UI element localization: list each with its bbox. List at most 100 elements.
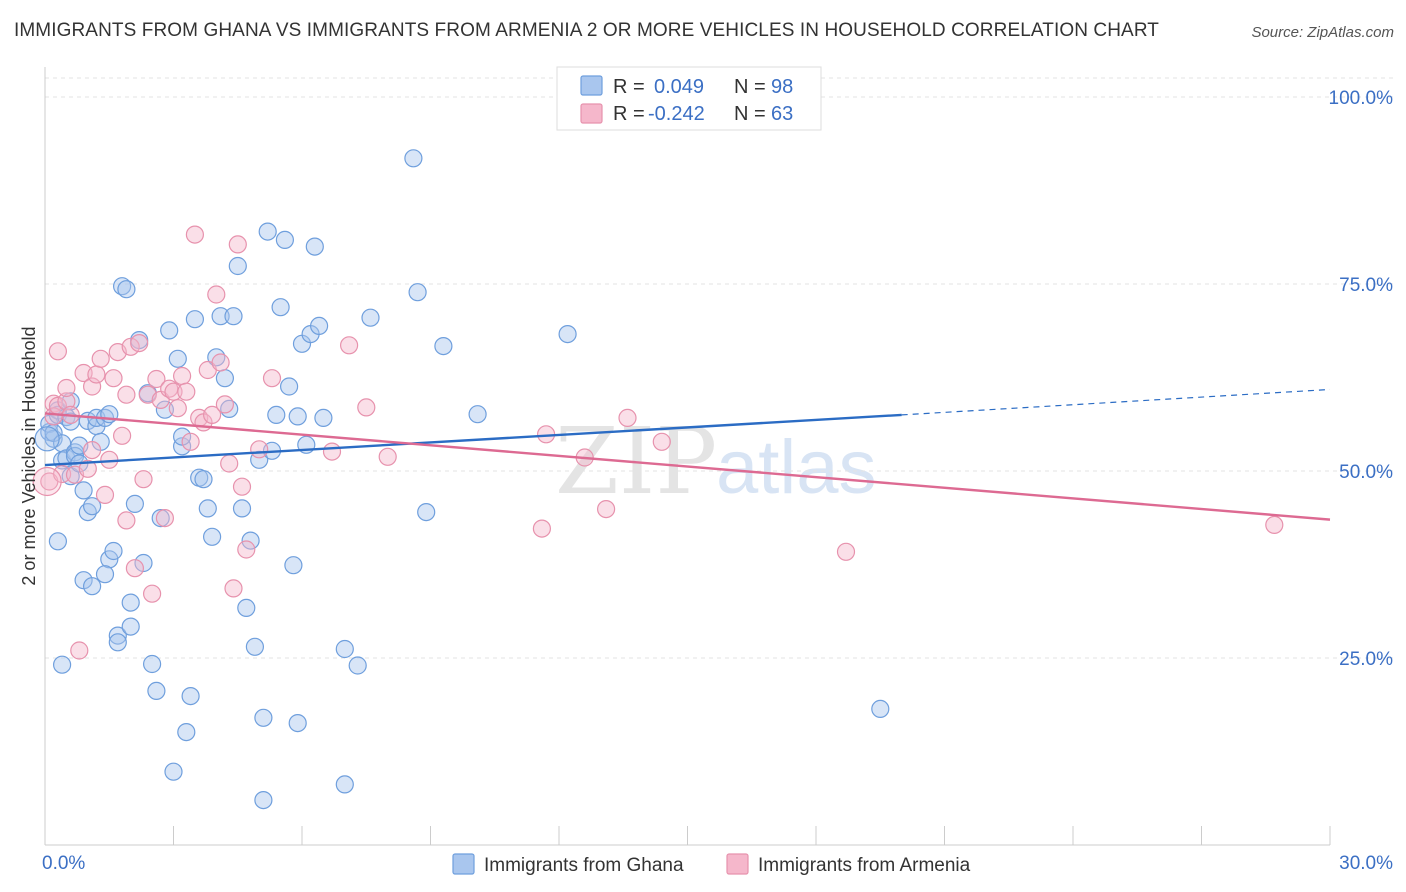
data-point-armenia [32,466,62,497]
data-point-ghana [408,283,427,302]
data-point-ghana [108,633,127,652]
y-tick-label: 75.0% [1339,275,1393,296]
data-point-ghana [82,577,102,596]
data-point-armenia [237,540,256,559]
data-point-armenia [181,432,200,451]
data-point-ghana [147,681,166,701]
data-point-ghana [177,722,196,742]
data-point-ghana [173,437,192,456]
legend-n-label-armenia: N = [734,103,766,125]
data-point-ghana [232,499,252,518]
data-point-ghana [258,222,277,241]
data-point-armenia [340,336,359,355]
data-point-armenia [52,464,72,484]
data-point-ghana [228,256,247,276]
data-point-ghana [104,541,123,561]
data-point-ghana [173,427,192,446]
data-point-ghana [245,637,264,656]
data-point-armenia [1265,515,1284,535]
stats-legend: R = 0.049 N = 98 R = -0.242 N = 63 [556,66,822,131]
data-point-ghana [335,775,354,794]
data-point-armenia [147,369,166,389]
data-point-armenia [155,508,174,528]
data-point-ghana [275,230,294,249]
x-tick-label-end: 30.0% [1339,853,1393,874]
x-tick-label-start: 0.0% [42,853,85,874]
data-point-ghana [185,310,204,329]
data-point-ghana [417,502,436,522]
legend-swatch-armenia [580,103,603,124]
data-point-ghana [348,656,367,675]
data-point-ghana [288,713,307,733]
data-point-armenia [357,398,376,417]
data-point-armenia [250,440,269,459]
legend-n-label-ghana: N = [734,76,766,98]
data-point-armenia [143,584,162,603]
data-point-armenia [185,225,204,244]
data-point-armenia [262,369,282,388]
data-point-ghana [305,237,324,256]
data-point-ghana [224,307,243,326]
data-point-armenia [228,235,247,254]
data-point-armenia [48,342,68,361]
data-point-armenia [82,377,102,396]
watermark-atlas: atlas [716,425,877,510]
data-point-ghana [168,349,187,368]
data-point-ghana [121,593,140,612]
y-tick-label: 25.0% [1339,649,1393,670]
legend-r-label-ghana: R = [613,76,645,98]
data-point-ghana [558,325,577,344]
data-point-armenia [378,447,397,466]
data-point-armenia [322,442,342,461]
y-tick-label: 100.0% [1329,88,1394,109]
data-point-ghana [48,532,68,551]
data-point-armenia [652,432,671,451]
tick-labels: 25.0% 50.0% 75.0% 100.0% 0.0% 30.0% [42,88,1393,874]
data-point-ghana [198,499,217,518]
data-point-ghana [241,531,260,550]
data-point-armenia [618,408,637,427]
chart-title: IMMIGRANTS FROM GHANA VS IMMIGRANTS FROM… [14,20,1160,41]
trend-line-armenia [44,412,1331,521]
data-point-ghana [404,149,423,168]
data-point-armenia [70,641,89,660]
data-point-armenia [220,454,239,473]
data-point-armenia [104,369,123,388]
data-point-ghana [95,565,115,584]
data-point-ghana [134,553,153,573]
data-point-ghana [194,470,213,489]
data-point-ghana [254,790,273,810]
data-point-armenia [173,366,192,386]
data-point-armenia [112,426,132,445]
trend-line-ghana-extension [901,388,1331,416]
data-point-ghana [181,686,200,706]
data-point-ghana [108,626,127,645]
grid-lines [45,77,1393,659]
legend-r-value-armenia: -0.242 [648,103,705,125]
chart-source: Source: ZipAtlas.com [1251,24,1394,41]
trend-lines [44,388,1331,521]
bottom-legend-swatch-ghana [452,853,475,875]
bottom-legend-swatch-armenia [726,853,749,875]
bottom-legend-label-armenia: Immigrants from Armenia [758,855,971,876]
data-point-armenia [203,405,222,424]
legend-n-value-armenia: 63 [771,103,793,125]
data-point-ghana [121,617,140,636]
data-point-ghana [310,316,329,335]
data-point-ghana [211,307,230,326]
data-point-ghana [254,708,273,727]
data-point-armenia [82,441,102,460]
data-point-armenia [57,392,76,411]
data-point-ghana [34,426,60,452]
y-tick-label: 50.0% [1339,462,1393,483]
legend-r-label-armenia: R = [613,103,645,125]
legend-swatch-ghana [580,75,603,96]
data-point-armenia [177,382,196,401]
data-point-ghana [164,762,183,781]
data-point-ghana [117,280,136,299]
data-point-ghana [151,508,170,528]
data-point-ghana [82,497,102,516]
data-point-ghana [160,321,179,340]
data-point-ghana [215,369,234,388]
